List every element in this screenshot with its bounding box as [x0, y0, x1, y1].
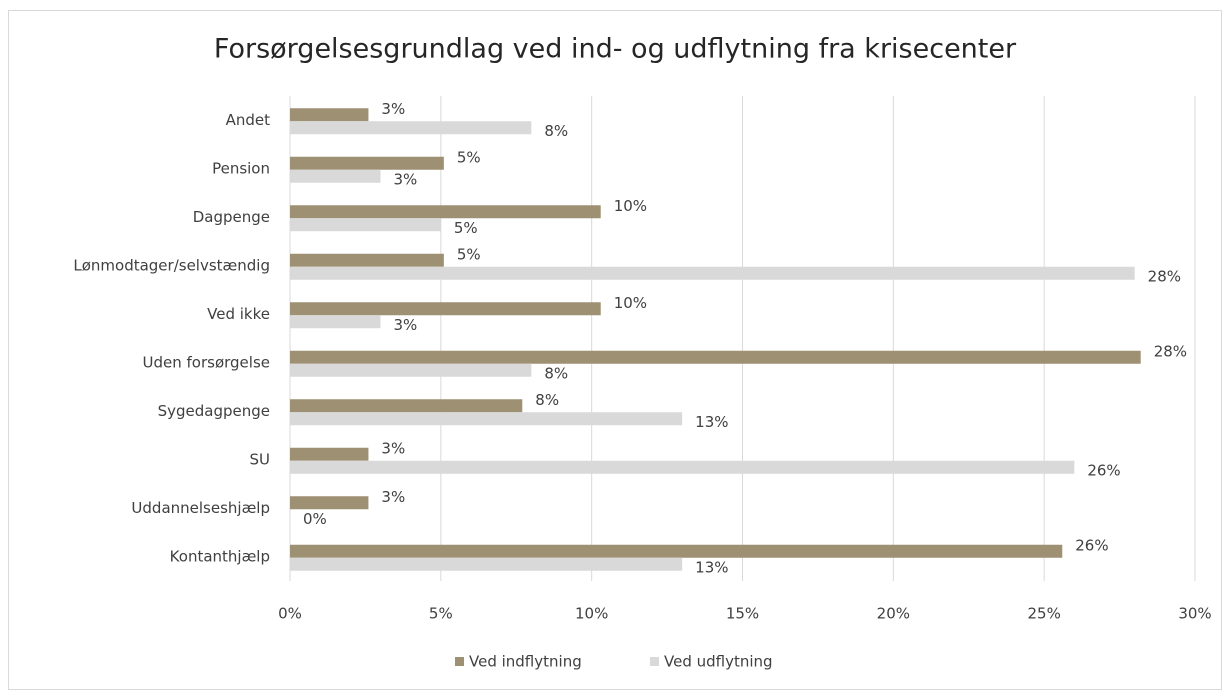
data-label: 0%: [303, 510, 327, 528]
data-label: 5%: [457, 245, 481, 263]
x-tick-label: 10%: [575, 605, 608, 623]
bar: [290, 156, 444, 170]
x-tick-label: 0%: [278, 605, 302, 623]
data-label: 26%: [1087, 461, 1120, 479]
bar: [290, 399, 523, 413]
y-tick-label: Lønmodtager/selvstændig: [73, 256, 270, 274]
y-tick-label: Ved ikke: [207, 305, 270, 323]
chart-frame: [8, 10, 1222, 690]
y-tick-label: Dagpenge: [193, 208, 270, 226]
data-label: 3%: [381, 439, 405, 457]
x-tick-label: 20%: [877, 605, 910, 623]
bar: [290, 253, 444, 267]
bar: [290, 350, 1141, 364]
bar: [290, 412, 683, 426]
y-tick-label: Andet: [226, 111, 271, 129]
bar: [290, 302, 601, 316]
y-tick-label: SU: [249, 450, 270, 468]
data-label: 8%: [544, 122, 568, 140]
data-label: 13%: [695, 413, 728, 431]
y-tick-label: Uddannelseshjælp: [131, 499, 270, 517]
bar: [290, 205, 601, 219]
x-tick-label: 5%: [429, 605, 453, 623]
x-tick-label: 30%: [1178, 605, 1211, 623]
legend-swatch: [650, 657, 659, 666]
bar: [290, 447, 369, 461]
bar: [290, 266, 1135, 280]
bar: [290, 218, 441, 232]
x-tick-label: 25%: [1027, 605, 1060, 623]
legend-swatch: [455, 657, 464, 666]
bar: [290, 496, 369, 510]
data-label: 10%: [614, 197, 647, 215]
bar: [290, 557, 683, 571]
bar: [290, 315, 381, 329]
data-label: 13%: [695, 558, 728, 576]
data-label: 10%: [614, 294, 647, 312]
data-label: 3%: [394, 170, 418, 188]
data-label: 8%: [544, 364, 568, 382]
data-label: 5%: [454, 219, 478, 237]
y-tick-label: Uden forsørgelse: [143, 353, 271, 371]
legend-label: Ved indflytning: [469, 653, 582, 671]
bar: [290, 544, 1063, 558]
data-label: 3%: [394, 316, 418, 334]
data-label: 3%: [381, 488, 405, 506]
data-label: 8%: [535, 391, 559, 409]
y-tick-label: Pension: [212, 159, 270, 177]
bar: [290, 363, 532, 377]
bar: [290, 169, 381, 183]
data-label: 3%: [381, 100, 405, 118]
y-tick-label: Kontanthjælp: [170, 547, 270, 565]
legend-label: Ved udflytning: [664, 653, 773, 671]
data-label: 28%: [1148, 267, 1181, 285]
chart-title: Forsørgelsesgrundlag ved ind- og udflytn…: [214, 34, 1017, 65]
x-tick-label: 15%: [726, 605, 759, 623]
data-label: 28%: [1154, 342, 1187, 360]
data-label: 26%: [1075, 536, 1108, 554]
bar: [290, 460, 1075, 474]
bar: [290, 121, 532, 135]
data-label: 5%: [457, 148, 481, 166]
y-tick-label: Sygedagpenge: [158, 402, 270, 420]
bar: [290, 108, 369, 122]
